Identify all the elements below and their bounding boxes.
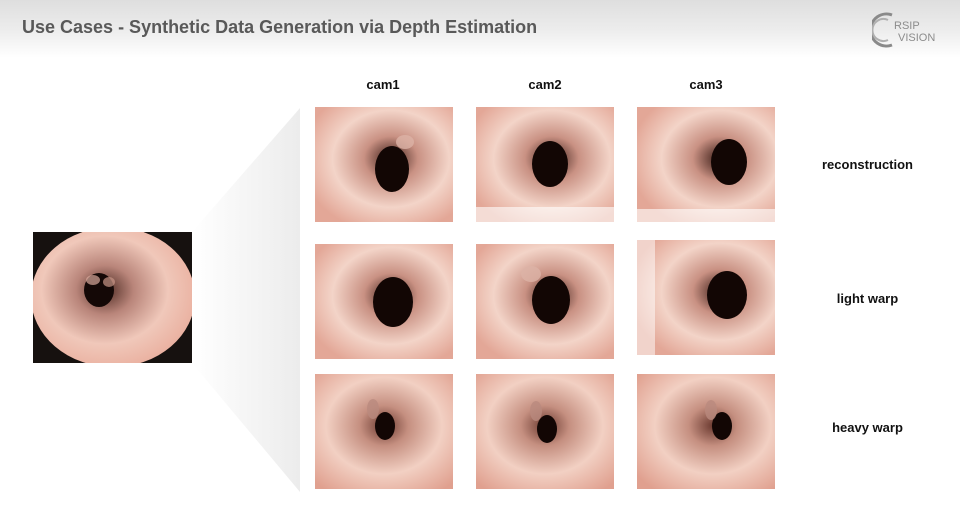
image-light-warp-cam3 xyxy=(637,240,775,355)
row-label-heavy-warp: heavy warp xyxy=(832,420,903,435)
slide-title: Use Cases - Synthetic Data Generation vi… xyxy=(22,17,538,37)
image-heavy-warp-cam3 xyxy=(637,374,775,489)
image-reconstruction-cam2 xyxy=(476,107,614,222)
rsip-vision-logo: RSIP VISION xyxy=(872,12,935,48)
image-reconstruction-cam3 xyxy=(637,107,775,222)
row-label-reconstruction: reconstruction xyxy=(821,157,913,172)
slide-header: Use Cases - Synthetic Data Generation vi… xyxy=(0,0,960,58)
source-endoscopy-image xyxy=(33,232,192,363)
image-heavy-warp-cam2 xyxy=(476,374,614,489)
column-label-cam3: cam3 xyxy=(689,77,723,92)
column-label-cam1: cam1 xyxy=(366,77,400,92)
image-reconstruction-cam1 xyxy=(315,107,453,222)
row-label-light-warp: light warp xyxy=(836,291,899,306)
image-heavy-warp-cam1 xyxy=(315,374,453,489)
column-label-cam2: cam2 xyxy=(528,77,562,92)
image-light-warp-cam2 xyxy=(476,244,614,359)
image-light-warp-cam1 xyxy=(315,244,453,359)
logo-text-bottom: VISION xyxy=(898,32,935,44)
logo-text-top: RSIP xyxy=(894,20,920,32)
